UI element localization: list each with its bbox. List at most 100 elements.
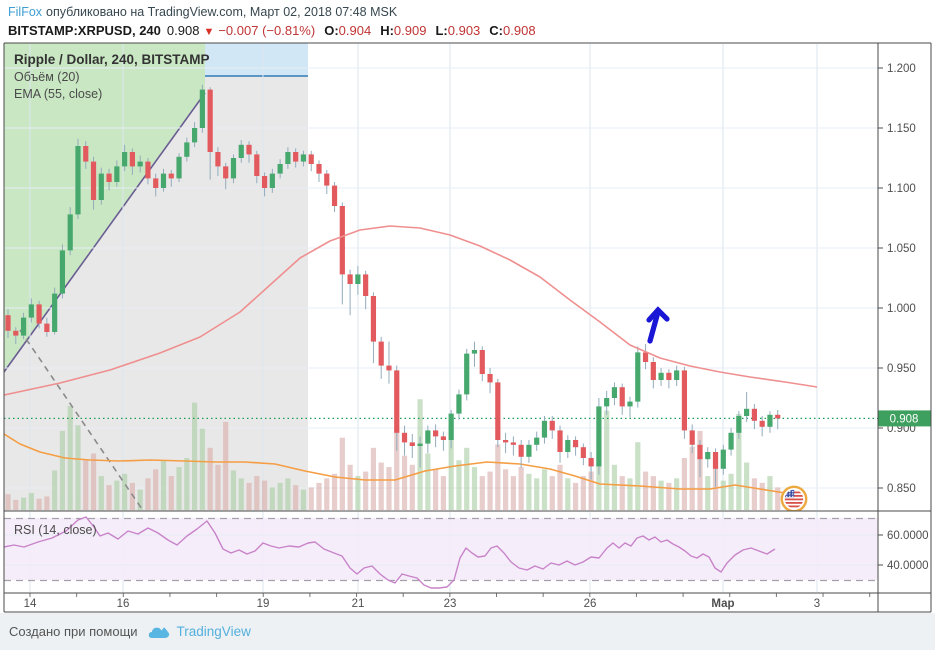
- candle-body: [231, 158, 236, 178]
- candle-body: [697, 445, 702, 459]
- candle-body: [682, 370, 687, 430]
- volume-bar: [635, 442, 640, 510]
- volume-bar: [262, 481, 267, 510]
- legend-ema: EMA (55, close): [14, 87, 102, 101]
- volume-bar: [620, 476, 625, 510]
- candle-body: [215, 152, 220, 166]
- tradingview-link[interactable]: TradingView: [177, 624, 251, 639]
- volume-bar: [464, 448, 469, 510]
- last-price-badge-label: 0.908: [890, 413, 919, 425]
- volume-bar: [324, 478, 329, 510]
- volume-bar: [301, 490, 306, 510]
- tradingview-logo-icon: [148, 624, 170, 640]
- candle-body: [309, 154, 314, 164]
- volume-bar: [503, 469, 508, 510]
- volume-bar: [122, 474, 127, 510]
- candle-body: [480, 350, 485, 374]
- volume-bar: [456, 460, 461, 510]
- volume-bar: [91, 454, 96, 511]
- price-axis: 1.2001.1501.1001.0501.0000.9500.9000.850…: [878, 63, 931, 572]
- candle-body: [208, 90, 213, 152]
- candle-body: [52, 294, 57, 332]
- volume-bar: [449, 440, 454, 510]
- candle-body: [752, 409, 757, 421]
- volume-bar: [270, 487, 275, 510]
- candle-body: [565, 440, 570, 452]
- volume-bar: [239, 478, 244, 510]
- candle-body: [542, 421, 547, 438]
- volume-bar: [425, 454, 430, 511]
- candle-body: [153, 178, 158, 188]
- candle-body: [643, 352, 648, 362]
- date-tick-label: 14: [24, 598, 37, 610]
- volume-bar: [581, 476, 586, 510]
- date-tick-label: 3: [814, 598, 820, 610]
- candle-body: [775, 415, 780, 419]
- volume-bar: [114, 481, 119, 510]
- volume-bar: [316, 483, 321, 510]
- candle-body: [332, 186, 337, 206]
- candle-body: [713, 452, 718, 469]
- rsi-tick-label: 60.0000: [887, 530, 929, 542]
- candle-body: [767, 415, 772, 427]
- candle-body: [690, 430, 695, 444]
- candle-body: [386, 366, 391, 371]
- candle-body: [60, 250, 65, 293]
- volume-bar: [472, 467, 477, 510]
- date-tick-label: Мар: [711, 598, 734, 610]
- date-axis: 141619212326Мар3: [24, 593, 870, 610]
- candle-body: [495, 382, 500, 440]
- candle-body: [285, 152, 290, 164]
- candle-body: [612, 387, 617, 398]
- volume-bar: [184, 458, 189, 510]
- candle-body: [91, 162, 96, 200]
- candle-body: [254, 154, 259, 176]
- volume-bar: [487, 472, 492, 510]
- candle-body: [534, 438, 539, 445]
- candle-body: [355, 274, 360, 284]
- candle-body: [270, 174, 275, 188]
- rsi-pane: [4, 511, 878, 593]
- volume-bar: [565, 478, 570, 510]
- candle-body: [83, 146, 88, 162]
- volume-bar: [728, 474, 733, 510]
- candle-body: [464, 354, 469, 395]
- candle-body: [736, 416, 741, 433]
- price-tick-label: 1.100: [887, 183, 916, 195]
- candle-body: [223, 166, 228, 178]
- volume-bar: [526, 474, 531, 510]
- volume-bar: [379, 463, 384, 510]
- volume-bar: [13, 500, 18, 510]
- volume-bar: [145, 478, 150, 510]
- date-tick-label: 16: [117, 598, 130, 610]
- candle-body: [246, 145, 251, 155]
- candle-body: [99, 174, 104, 200]
- volume-bar: [752, 478, 757, 510]
- volume-bar: [278, 483, 283, 510]
- candle-body: [145, 162, 150, 179]
- volume-bar: [169, 476, 174, 510]
- price-pane: [4, 43, 878, 512]
- candle-body: [519, 445, 524, 457]
- volume-bar: [106, 485, 111, 510]
- date-tick-label: 23: [444, 598, 457, 610]
- footer: Создано при помощи TradingView: [0, 613, 935, 650]
- volume-bar: [223, 422, 228, 510]
- candle-body: [503, 440, 508, 442]
- candle-body: [106, 174, 111, 182]
- candle-body: [744, 409, 749, 416]
- volume-bar: [5, 494, 10, 510]
- candle-body: [37, 304, 42, 323]
- volume-bar: [246, 483, 251, 510]
- volume-bar: [348, 465, 353, 510]
- volume-bar: [441, 476, 446, 510]
- candle-body: [487, 374, 492, 382]
- volume-bar: [75, 425, 80, 510]
- volume-bar: [44, 496, 49, 510]
- volume-bar: [60, 431, 65, 510]
- candle-body: [44, 324, 49, 332]
- volume-bar: [542, 469, 547, 510]
- candle-body: [659, 373, 664, 380]
- volume-bar: [363, 472, 368, 510]
- volume-bar: [37, 499, 42, 510]
